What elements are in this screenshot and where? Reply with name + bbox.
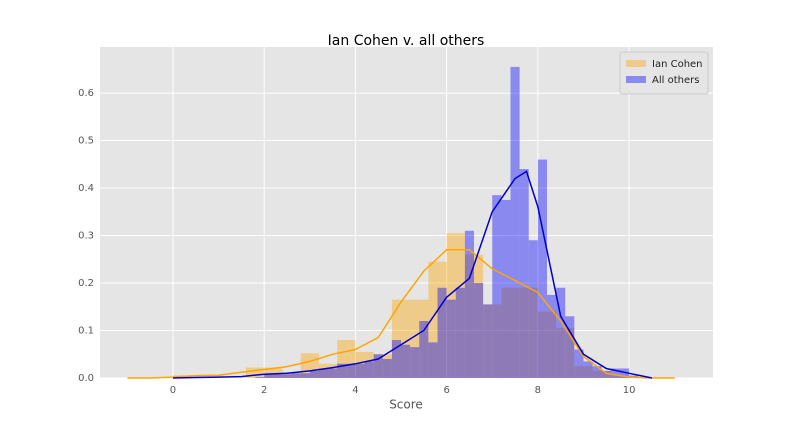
histogram-bar: [619, 368, 630, 378]
histogram-bar: [546, 294, 557, 378]
histogram-bar: [492, 195, 502, 378]
histogram-bar: [346, 363, 356, 378]
histogram-bar: [483, 304, 493, 378]
legend-swatch: [626, 76, 646, 83]
x-tick-label: 2: [261, 385, 267, 396]
histogram-bar: [574, 366, 593, 378]
histogram-bar: [510, 66, 520, 378]
histogram-bar: [337, 340, 356, 378]
legend-label: All others: [652, 75, 699, 86]
legend-swatch: [626, 60, 646, 67]
x-tick-label: 6: [443, 385, 449, 396]
histogram-bar: [464, 254, 484, 378]
histogram-bar: [245, 367, 265, 378]
x-tick-label: 10: [623, 385, 636, 396]
histogram-bar: [364, 361, 374, 378]
histogram-bar: [592, 366, 602, 378]
histogram-bar: [556, 328, 575, 378]
histogram-bar: [528, 240, 538, 378]
plot-area: [100, 47, 713, 378]
histogram-bar: [519, 287, 538, 378]
y-tick-label: 0.3: [78, 231, 94, 242]
histogram-bar: [583, 361, 593, 378]
histogram-bar: [282, 374, 292, 378]
histogram-bar: [574, 349, 584, 378]
histogram-bar: [328, 368, 338, 378]
y-tick-label: 0.0: [78, 373, 94, 384]
histogram-bar: [382, 359, 392, 378]
y-tick-label: 0.2: [78, 278, 94, 289]
legend-label: Ian Cohen: [652, 59, 703, 70]
legend: Ian Cohen All others: [619, 51, 709, 95]
histogram-bar: [373, 354, 383, 378]
histogram-bar: [273, 374, 283, 378]
kde-line: [127, 249, 675, 379]
histogram-bar: [556, 287, 566, 378]
histogram-bar: [483, 304, 502, 378]
kde-line: [172, 170, 653, 379]
histogram-bar: [373, 354, 392, 378]
x-tick-label: 8: [535, 385, 541, 396]
y-tick-label: 0.4: [78, 183, 94, 194]
y-tick-label: 0.1: [78, 326, 94, 337]
histogram-bar: [437, 287, 447, 378]
histogram-bar: [282, 372, 301, 378]
histogram-bar: [565, 316, 575, 378]
x-tick-label: 4: [352, 385, 358, 396]
histogram-bar: [428, 261, 447, 378]
histogram-bar: [337, 363, 347, 378]
histogram-bar: [355, 363, 365, 378]
x-axis-label: Score: [389, 398, 423, 412]
histogram-bar: [318, 368, 329, 378]
histogram-bar: [501, 199, 511, 378]
histogram-bar: [401, 344, 411, 378]
y-tick-label: 0.6: [78, 88, 94, 99]
histogram-bar: [291, 373, 301, 378]
histogram-bar: [410, 347, 420, 378]
histogram-bar: [610, 375, 630, 378]
y-tick-label: 0.5: [78, 136, 94, 147]
chart-title: Ian Cohen v. all others: [328, 33, 485, 49]
histogram-bar: [537, 311, 557, 378]
histogram-bar: [592, 370, 611, 378]
histogram-bar: [391, 340, 402, 378]
x-tick-label: 0: [170, 385, 176, 396]
histogram-bar: [300, 373, 310, 378]
histogram-bar: [601, 370, 611, 378]
histogram-bar: [610, 368, 620, 378]
histogram-bar: [537, 159, 547, 378]
histogram-bar: [391, 299, 411, 378]
histogram-bar: [355, 351, 374, 378]
histogram-bar: [474, 283, 484, 378]
histogram-bar: [309, 370, 319, 378]
histogram-bar: [519, 169, 529, 378]
histogram-bar: [446, 233, 465, 378]
histogram-bar: [264, 367, 283, 378]
histogram-bar: [464, 230, 475, 378]
histogram-bar: [255, 377, 265, 378]
histogram-bar: [264, 374, 274, 378]
histogram-bar: [455, 287, 465, 378]
histogram-bar: [410, 299, 429, 378]
histogram-bar: [501, 287, 520, 378]
legend-box: [619, 51, 709, 95]
histogram-bar: [446, 299, 456, 378]
marks: [127, 66, 675, 379]
histogram-bar: [428, 342, 438, 378]
histogram-bar: [419, 321, 429, 378]
